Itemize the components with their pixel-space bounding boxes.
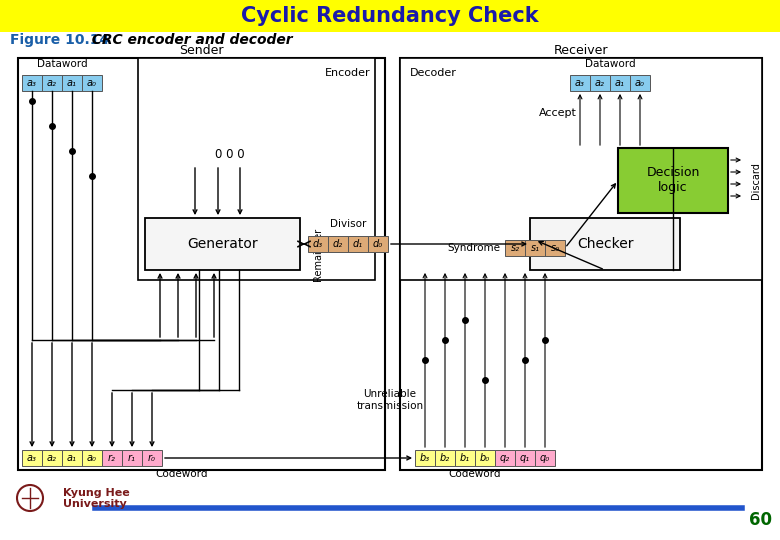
Text: a₃: a₃ [27, 78, 37, 88]
Text: Generator: Generator [187, 237, 258, 251]
Bar [0, 0, 780, 32]
Text: b₀: b₀ [480, 453, 490, 463]
Text: a₁: a₁ [67, 453, 77, 463]
Text: r₁: r₁ [128, 453, 136, 463]
Bar [62, 450, 82, 466]
Text: Receiver: Receiver [554, 44, 608, 57]
Bar [82, 75, 102, 91]
Text: q₂: q₂ [500, 453, 510, 463]
Text: Cyclic Redundancy Check: Cyclic Redundancy Check [241, 6, 539, 26]
Bar [145, 218, 300, 270]
Text: d₀: d₀ [373, 239, 383, 249]
Text: 60: 60 [749, 511, 771, 529]
Bar [82, 450, 102, 466]
Bar [610, 75, 630, 91]
Text: d₃: d₃ [313, 239, 323, 249]
Text: Encoder: Encoder [325, 68, 371, 78]
Bar [18, 58, 385, 470]
Text: Discard: Discard [751, 162, 761, 199]
Text: r₀: r₀ [148, 453, 156, 463]
Text: Dataword: Dataword [585, 59, 636, 69]
Text: Decision
logic: Decision logic [647, 166, 700, 194]
Bar [515, 450, 535, 466]
Text: Dataword: Dataword [37, 59, 87, 69]
Text: a₀: a₀ [635, 78, 645, 88]
Text: a₁: a₁ [615, 78, 625, 88]
Text: a₂: a₂ [595, 78, 605, 88]
Bar [42, 75, 62, 91]
Bar [348, 236, 368, 252]
Bar [138, 58, 375, 280]
Text: Codeword: Codeword [448, 469, 502, 479]
Bar [22, 75, 42, 91]
Text: a₁: a₁ [67, 78, 77, 88]
Bar [455, 450, 475, 466]
Bar [505, 240, 525, 256]
Text: s₂: s₂ [510, 243, 519, 253]
Text: a₂: a₂ [47, 453, 57, 463]
Bar [400, 58, 762, 280]
Bar [328, 236, 348, 252]
Bar [368, 236, 388, 252]
Text: a₀: a₀ [87, 453, 97, 463]
Bar [42, 450, 62, 466]
Text: Decoder: Decoder [410, 68, 457, 78]
Bar [590, 75, 610, 91]
Text: Kyung Hee: Kyung Hee [63, 488, 129, 498]
Bar [495, 450, 515, 466]
Text: b₂: b₂ [440, 453, 450, 463]
Text: q₁: q₁ [520, 453, 530, 463]
Text: a₃: a₃ [27, 453, 37, 463]
Text: b₃: b₃ [420, 453, 430, 463]
Bar [308, 236, 328, 252]
Bar [435, 450, 455, 466]
Text: Syndrome: Syndrome [447, 243, 500, 253]
Bar [102, 450, 122, 466]
Text: Accept: Accept [539, 108, 577, 118]
Text: Codeword: Codeword [155, 469, 207, 479]
Bar [415, 450, 435, 466]
Text: r₂: r₂ [108, 453, 116, 463]
Bar [530, 218, 680, 270]
Text: q₀: q₀ [540, 453, 550, 463]
Text: d₂: d₂ [333, 239, 343, 249]
Text: b₁: b₁ [460, 453, 470, 463]
Text: a₀: a₀ [87, 78, 97, 88]
Text: Sender: Sender [179, 44, 224, 57]
Text: Figure 10.14: Figure 10.14 [10, 33, 109, 47]
Text: a₂: a₂ [47, 78, 57, 88]
Text: d₁: d₁ [353, 239, 363, 249]
Bar [62, 75, 82, 91]
Text: Checker: Checker [576, 237, 633, 251]
Text: a₃: a₃ [575, 78, 585, 88]
Text: CRC encoder and decoder: CRC encoder and decoder [82, 33, 292, 47]
Text: University: University [63, 499, 126, 509]
Bar [570, 75, 590, 91]
Bar [545, 240, 565, 256]
Bar [400, 58, 762, 470]
Bar [630, 75, 650, 91]
Bar [475, 450, 495, 466]
Text: Unreliable
transmission: Unreliable transmission [356, 389, 424, 411]
Bar [618, 148, 728, 213]
Bar [22, 450, 42, 466]
Text: Remainder: Remainder [313, 227, 323, 281]
Text: Divisor: Divisor [330, 219, 366, 229]
Bar [525, 240, 545, 256]
Bar [535, 450, 555, 466]
Bar [142, 450, 162, 466]
Bar [122, 450, 142, 466]
Text: s₀: s₀ [551, 243, 559, 253]
Text: 0 0 0: 0 0 0 [215, 148, 245, 161]
Text: s₁: s₁ [530, 243, 540, 253]
